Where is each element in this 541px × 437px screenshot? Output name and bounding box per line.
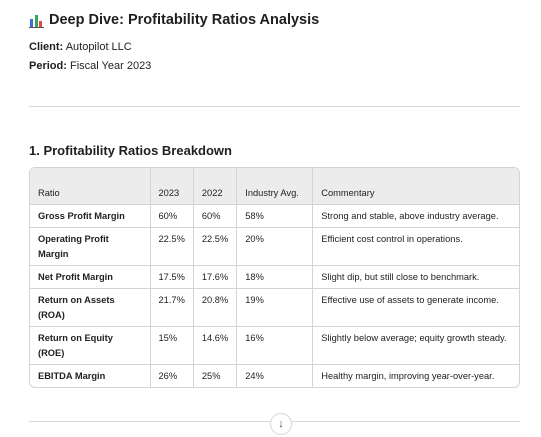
industry-avg-cell: 19% — [236, 287, 313, 326]
bar-chart-icon — [29, 13, 44, 28]
value-2022-cell: 14.6% — [192, 325, 237, 364]
value-2022-cell: 60% — [192, 203, 237, 227]
client-value: Autopilot LLC — [65, 41, 132, 53]
table-row: Return on Assets (ROA) 21.7% 20.8% 19% E… — [30, 287, 519, 326]
arrow-down-icon: ↓ — [278, 418, 284, 430]
ratio-cell: Return on Assets (ROA) — [30, 287, 150, 326]
industry-avg-cell: 20% — [236, 226, 313, 265]
industry-avg-cell: 58% — [236, 203, 313, 227]
ratio-cell: Net Profit Margin — [30, 264, 150, 288]
table-row: Gross Profit Margin 60% 60% 58% Strong a… — [30, 203, 519, 227]
period-line: Period: Fiscal Year 2023 — [29, 60, 151, 72]
value-2022-cell: 22.5% — [192, 226, 237, 265]
table-row: Net Profit Margin 17.5% 17.6% 18% Slight… — [30, 264, 519, 288]
client-line: Client: Autopilot LLC — [29, 41, 132, 53]
industry-avg-cell: 16% — [236, 325, 313, 364]
header-2022: 2022 — [192, 168, 237, 204]
period-value: Fiscal Year 2023 — [69, 60, 152, 72]
scroll-down-button[interactable]: ↓ — [270, 413, 292, 435]
period-label: Period: — [29, 60, 67, 72]
ratio-cell: EBITDA Margin — [30, 363, 150, 387]
value-2022-cell: 17.6% — [192, 264, 237, 288]
header-ratio: Ratio — [30, 168, 150, 204]
section-title: 1. Profitability Ratios Breakdown — [29, 143, 232, 158]
commentary-cell: Slightly below average; equity growth st… — [312, 325, 519, 364]
commentary-cell: Slight dip, but still close to benchmark… — [312, 264, 519, 288]
client-label: Client: — [29, 41, 64, 53]
table-row: EBITDA Margin 26% 25% 24% Healthy margin… — [30, 363, 519, 387]
value-2023-cell: 60% — [149, 203, 194, 227]
value-2023-cell: 21.7% — [149, 287, 194, 326]
header-commentary: Commentary — [312, 168, 519, 204]
header-2023: 2023 — [149, 168, 194, 204]
industry-avg-cell: 18% — [236, 264, 313, 288]
ratio-cell: Operating Profit Margin — [30, 226, 150, 265]
value-2023-cell: 15% — [149, 325, 194, 364]
value-2022-cell: 25% — [192, 363, 237, 387]
table-row: Return on Equity (ROE) 15% 14.6% 16% Sli… — [30, 325, 519, 364]
commentary-cell: Effective use of assets to generate inco… — [312, 287, 519, 326]
header-industry-avg: Industry Avg. — [236, 168, 313, 204]
value-2023-cell: 22.5% — [149, 226, 194, 265]
commentary-cell: Efficient cost control in operations. — [312, 226, 519, 265]
value-2023-cell: 26% — [149, 363, 194, 387]
divider — [29, 106, 520, 107]
page-title-text: Deep Dive: Profitability Ratios Analysis — [49, 12, 320, 28]
commentary-cell: Strong and stable, above industry averag… — [312, 203, 519, 227]
value-2023-cell: 17.5% — [149, 264, 194, 288]
table-header-row: Ratio 2023 2022 Industry Avg. Commentary — [30, 168, 519, 204]
ratios-table: Ratio 2023 2022 Industry Avg. Commentary… — [29, 167, 520, 388]
commentary-cell: Healthy margin, improving year-over-year… — [312, 363, 519, 387]
value-2022-cell: 20.8% — [192, 287, 237, 326]
table-row: Operating Profit Margin 22.5% 22.5% 20% … — [30, 226, 519, 265]
ratio-cell: Return on Equity (ROE) — [30, 325, 150, 364]
ratio-cell: Gross Profit Margin — [30, 203, 150, 227]
page-title: Deep Dive: Profitability Ratios Analysis — [29, 12, 319, 28]
industry-avg-cell: 24% — [236, 363, 313, 387]
